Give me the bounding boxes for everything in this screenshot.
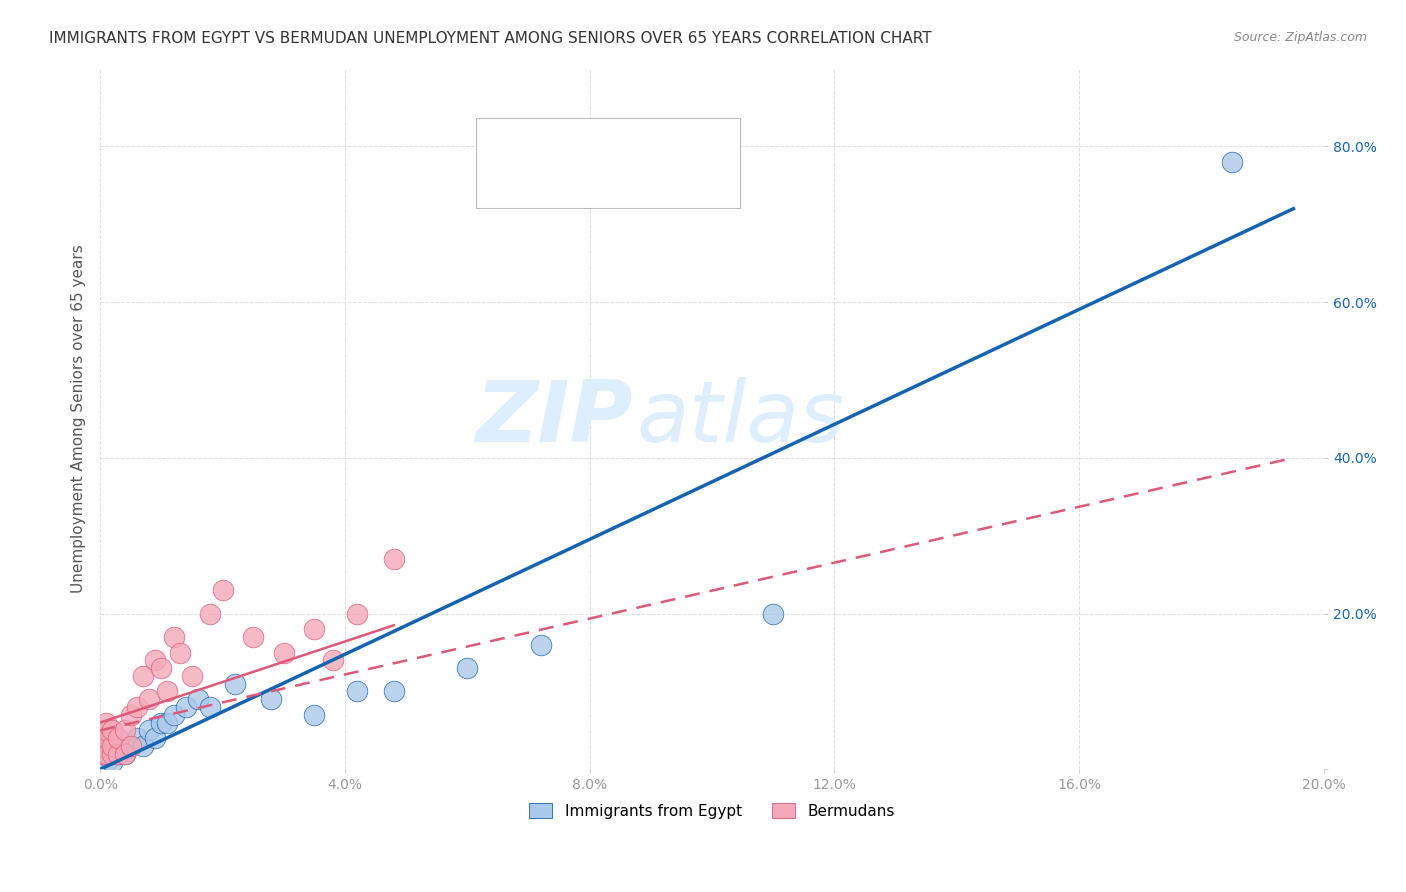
Point [125, 731, 148, 746]
Point [101, 747, 124, 761]
Point [101, 747, 124, 761]
Point [96, 731, 118, 746]
Y-axis label: Unemployment Among Seniors over 65 years: Unemployment Among Seniors over 65 years [72, 244, 86, 593]
Text: IMMIGRANTS FROM EGYPT VS BERMUDAN UNEMPLOYMENT AMONG SENIORS OVER 65 YEARS CORRE: IMMIGRANTS FROM EGYPT VS BERMUDAN UNEMPL… [49, 31, 932, 46]
Point [138, 723, 160, 738]
Point [125, 700, 148, 714]
Point [143, 653, 166, 667]
Text: Source: ZipAtlas.com: Source: ZipAtlas.com [1233, 31, 1367, 45]
Point [211, 583, 233, 598]
Point [200, 607, 222, 621]
Point [156, 715, 179, 730]
Point [114, 723, 136, 738]
Point [304, 707, 326, 722]
Point [96, 715, 118, 730]
Point [187, 692, 209, 706]
Point [101, 739, 124, 753]
Point [138, 692, 160, 706]
Point [530, 638, 553, 652]
Point [143, 731, 166, 746]
Point [456, 661, 478, 675]
Point [91, 739, 114, 753]
Point [242, 630, 264, 644]
Point [120, 707, 142, 722]
Point [382, 552, 405, 566]
Point [162, 707, 184, 722]
Point [150, 715, 173, 730]
Point [101, 755, 124, 769]
Point [1220, 155, 1243, 169]
Point [346, 607, 368, 621]
Legend: Immigrants from Egypt, Bermudans: Immigrants from Egypt, Bermudans [523, 797, 901, 825]
Point [304, 622, 326, 636]
Text: atlas: atlas [636, 377, 844, 460]
Point [169, 646, 191, 660]
Point [762, 607, 785, 621]
Point [181, 669, 204, 683]
Point [107, 731, 129, 746]
Point [96, 747, 118, 761]
Point [174, 700, 197, 714]
Point [96, 747, 118, 761]
Point [382, 684, 405, 698]
Point [156, 684, 179, 698]
Point [107, 747, 129, 761]
Point [273, 646, 295, 660]
Point [114, 747, 136, 761]
Point [132, 669, 155, 683]
Point [260, 692, 283, 706]
Point [200, 700, 222, 714]
Point [224, 676, 246, 690]
Point [96, 723, 118, 738]
Point [346, 684, 368, 698]
Point [322, 653, 344, 667]
Point [120, 739, 142, 753]
Point [96, 739, 118, 753]
Point [162, 630, 184, 644]
Point [150, 661, 173, 675]
Point [101, 723, 124, 738]
Point [96, 755, 118, 769]
Point [132, 739, 155, 753]
Point [91, 747, 114, 761]
Point [120, 739, 142, 753]
Point [107, 739, 129, 753]
Text: ZIP: ZIP [475, 377, 633, 460]
Point [107, 747, 129, 761]
Point [101, 739, 124, 753]
Point [114, 747, 136, 761]
